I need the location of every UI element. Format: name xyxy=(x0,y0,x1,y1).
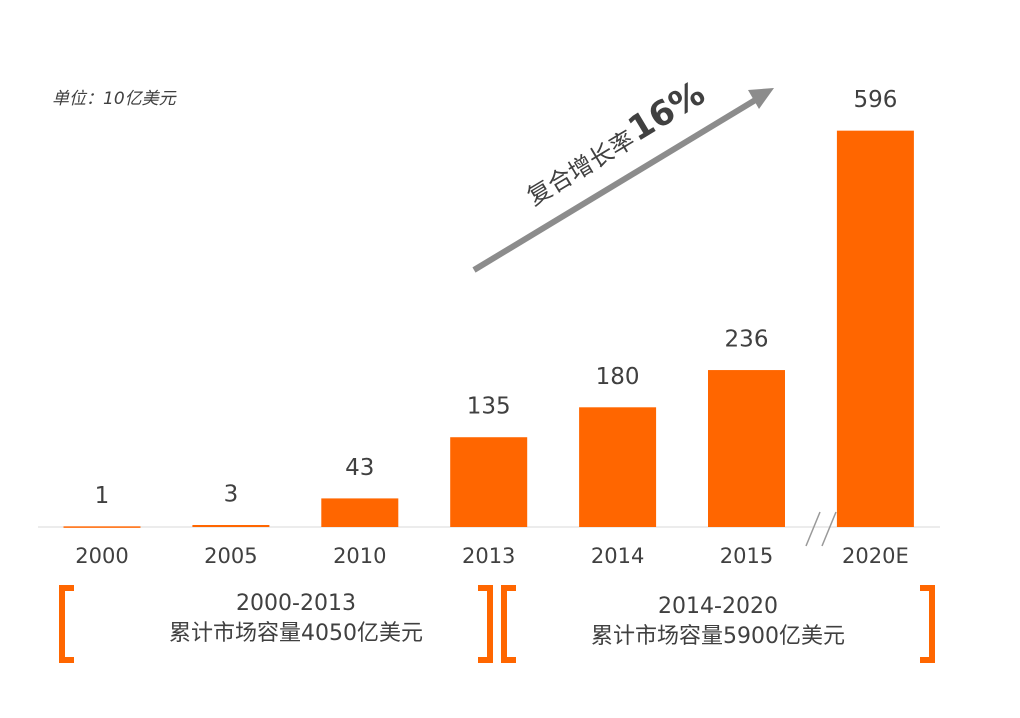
x-tick-label: 2013 xyxy=(462,544,515,568)
x-tick-label: 2020E xyxy=(842,544,909,568)
brackets xyxy=(59,585,935,663)
bar xyxy=(836,130,914,527)
axis-break xyxy=(805,511,821,547)
x-tick-label: 2014 xyxy=(591,544,644,568)
bar xyxy=(450,437,528,527)
value-label: 43 xyxy=(345,455,374,481)
bar xyxy=(63,526,141,528)
value-label: 3 xyxy=(224,482,239,508)
growth-arrow xyxy=(472,96,759,273)
value-label: 236 xyxy=(725,327,769,353)
bar xyxy=(192,525,270,527)
x-tick-label: 2010 xyxy=(333,544,386,568)
value-label: 596 xyxy=(853,87,897,113)
period-range: 2014-2020 xyxy=(658,594,778,619)
axis-break xyxy=(821,511,837,547)
value-label: 1 xyxy=(95,483,110,509)
x-tick-label: 2005 xyxy=(204,544,257,568)
growth-value: 16% xyxy=(621,73,711,149)
value-label: 180 xyxy=(596,364,640,390)
growth-label: 复合增长率 xyxy=(522,125,639,211)
value-label: 135 xyxy=(467,394,511,420)
x-tick-label: 2015 xyxy=(720,544,773,568)
period-total: 累计市场容量5900亿美元 xyxy=(591,624,845,649)
bar xyxy=(579,407,657,527)
x-tick-label: 2000 xyxy=(75,544,128,568)
period-range: 2000-2013 xyxy=(236,591,356,616)
period-total: 累计市场容量4050亿美元 xyxy=(169,621,423,646)
unit-label: 单位：10亿美元 xyxy=(52,89,178,109)
bar xyxy=(708,370,785,527)
bar xyxy=(321,498,399,527)
growth-arrow-head xyxy=(748,88,774,109)
